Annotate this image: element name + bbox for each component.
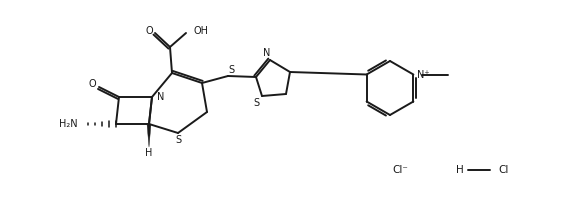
Text: N: N <box>157 92 164 102</box>
Text: Cl: Cl <box>498 165 508 175</box>
Text: O: O <box>145 26 153 36</box>
Text: N: N <box>263 48 271 58</box>
Text: OH: OH <box>194 26 209 36</box>
Text: N⁺: N⁺ <box>417 70 430 79</box>
Text: S: S <box>253 98 259 108</box>
Text: O: O <box>88 79 96 89</box>
Text: H₂N: H₂N <box>59 119 78 129</box>
Text: S: S <box>228 65 234 75</box>
Text: H: H <box>456 165 464 175</box>
Polygon shape <box>147 124 151 147</box>
Text: Cl⁻: Cl⁻ <box>392 165 408 175</box>
Text: S: S <box>175 135 181 145</box>
Text: H: H <box>145 148 152 158</box>
